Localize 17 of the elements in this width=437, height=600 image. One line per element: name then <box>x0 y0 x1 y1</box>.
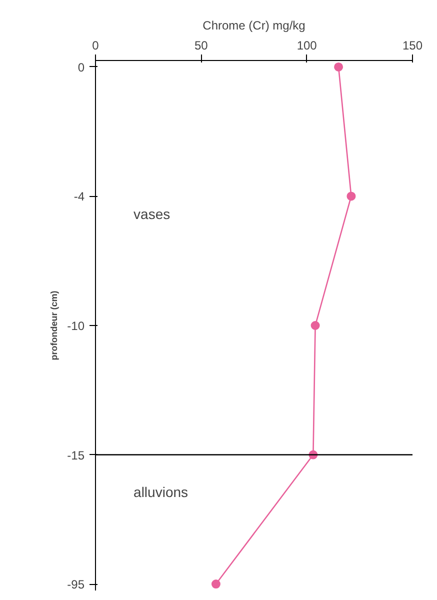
x-axis-title: Chrome (Cr) mg/kg <box>202 18 306 32</box>
y-tick-label: -10 <box>67 319 85 333</box>
point <box>346 192 356 201</box>
point <box>310 321 320 330</box>
y-tick-label: -15 <box>67 448 85 462</box>
x-tick-label: 100 <box>296 38 318 52</box>
point <box>334 62 344 72</box>
x-tick-label: 150 <box>402 38 423 52</box>
y-tick-label: 0 <box>78 60 85 74</box>
point <box>211 580 220 589</box>
y-axis-title: profondeur (cm) <box>49 290 60 360</box>
x-tick-label: 50 <box>194 38 208 52</box>
y-tick-label: -4 <box>74 190 85 204</box>
annotation: vases <box>134 206 170 222</box>
x-tick-label: 0 <box>92 38 100 52</box>
annotation: alluvions <box>134 484 188 500</box>
y-tick-label: -95 <box>67 578 85 592</box>
